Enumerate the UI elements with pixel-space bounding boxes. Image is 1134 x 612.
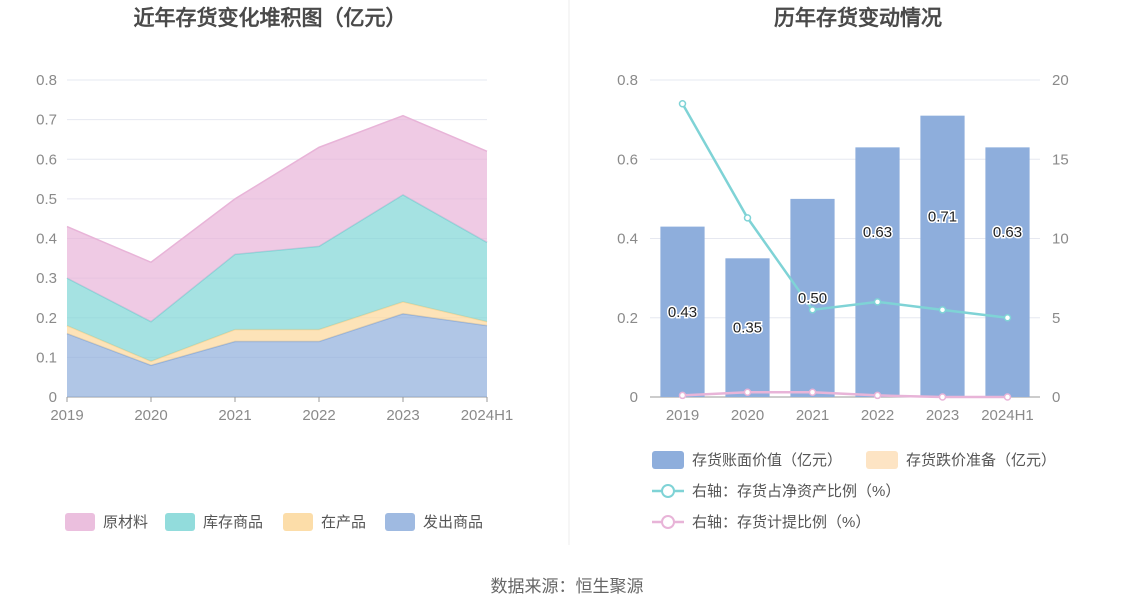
left-y-tick-label: 0 <box>49 389 57 406</box>
right-x-tick-label: 2024H1 <box>981 407 1034 424</box>
area-stock <box>67 194 487 362</box>
right-y2-tick-label: 10 <box>1052 231 1069 248</box>
bar-value-label: 0.63 <box>863 224 892 241</box>
bar-book-value <box>920 115 965 397</box>
left-x-tick-label: 2023 <box>386 407 419 424</box>
left-y-tick-label: 0.3 <box>36 270 57 287</box>
right-x-tick-label: 2021 <box>796 407 829 424</box>
left-y-axis: 0 0.1 0.2 0.3 0.4 0.5 0.6 0.7 0.8 <box>36 72 57 406</box>
point-line_net <box>678 100 687 108</box>
legend-label-wip: 在产品 <box>321 514 366 531</box>
legend-label-line_prov: 右轴：存货计提比例（%） <box>692 514 870 531</box>
line-line_net <box>681 103 1008 319</box>
bar-book-value <box>790 198 835 397</box>
legend-label-stock: 库存商品 <box>203 514 263 531</box>
right-y-tick-label: 0.4 <box>617 231 638 248</box>
left-y-tick-label: 0.2 <box>36 310 57 327</box>
right-x-tick-label: 2023 <box>926 407 959 424</box>
right-x-tick-label: 2022 <box>861 407 894 424</box>
area-raw <box>67 115 487 322</box>
right-legend: 存货账面价值（亿元） 存货跌价准备（亿元） 右轴：存货占净资产比例（%） 右轴：存货计… <box>652 451 1056 531</box>
line-line_prov <box>682 390 1008 399</box>
bar-value-label: 0.35 <box>733 320 762 337</box>
left-x-tick-label: 2022 <box>302 407 335 424</box>
left-legend: 原材料 库存商品 在产品 发出商品 <box>65 513 483 531</box>
right-y2-tick-label: 20 <box>1052 72 1069 89</box>
left-y-tick-label: 0.4 <box>36 231 57 248</box>
right-bar-labels: 0.43 0.35 0.50 0.63 0.71 0.63 <box>666 207 1023 338</box>
right-y-tick-label: 0.8 <box>617 72 638 89</box>
bar-book-value <box>725 258 770 397</box>
point-line_prov <box>808 388 817 396</box>
point-line_prov <box>1003 393 1012 401</box>
bar-book-value <box>985 147 1030 397</box>
bar-value-label: 0.50 <box>798 290 827 307</box>
legend-swatch-raw <box>65 513 95 531</box>
bar-line-chart: 历年存货变动情况 0 0.2 0.4 0.6 0.8 0 5 10 15 20 2019 2020… <box>617 6 1069 531</box>
right-y-tick-label: 0.6 <box>617 151 638 168</box>
left-y-tick-label: 0.5 <box>36 191 57 208</box>
legend-label-bar_reserve: 存货跌价准备（亿元） <box>906 452 1056 469</box>
point-line_net <box>743 214 752 222</box>
left-x-tick-label: 2024H1 <box>461 407 514 424</box>
legend-swatch-bar_reserve <box>866 451 898 469</box>
right-y-axis-left: 0 0.2 0.4 0.6 0.8 <box>617 72 638 406</box>
left-y-tick-label: 0.1 <box>36 349 57 366</box>
right-y2-tick-label: 5 <box>1052 310 1060 327</box>
right-lines <box>678 100 1012 401</box>
area-wip <box>67 301 487 366</box>
area-edge-raw <box>66 114 488 264</box>
right-x-tick-label: 2020 <box>731 407 764 424</box>
legend-marker-line_net <box>661 484 675 498</box>
right-chart-title: 历年存货变动情况 <box>774 6 942 30</box>
area-shipped <box>67 313 487 397</box>
point-line_prov <box>678 391 687 400</box>
bar-value-label: 0.43 <box>668 304 697 321</box>
right-x-tick-label: 2019 <box>666 407 699 424</box>
left-x-tick-label: 2019 <box>50 407 83 424</box>
data-source: 数据来源：恒生聚源 <box>491 577 644 596</box>
right-y-tick-label: 0 <box>630 389 638 406</box>
point-line_net <box>873 298 882 306</box>
bar-value-label: 0.63 <box>993 224 1022 241</box>
right-x-axis: 2019 2020 2021 2022 2023 2024H1 <box>666 407 1034 424</box>
point-line_net <box>1003 314 1012 322</box>
legend-swatch-wip <box>283 513 313 531</box>
right-y2-tick-label: 15 <box>1052 151 1069 168</box>
bar-book-value <box>660 226 705 397</box>
right-y-axis-right: 0 5 10 15 20 <box>1052 72 1069 406</box>
legend-swatch-shipped <box>385 513 415 531</box>
point-line_net <box>938 306 947 314</box>
stacked-area-chart: 近年存货变化堆积图（亿元） 00.10.20.30.40.50.60.70.8 … <box>36 6 513 531</box>
legend-swatch-stock <box>165 513 195 531</box>
right-y-tick-label: 0.2 <box>617 310 638 327</box>
point-line_prov <box>743 388 752 396</box>
left-y-tick-label: 0.7 <box>36 112 57 129</box>
legend-label-raw: 原材料 <box>103 514 148 531</box>
left-y-tick-label: 0.6 <box>36 151 57 168</box>
legend-marker-line_prov <box>661 515 675 529</box>
legend-label-shipped: 发出商品 <box>423 514 483 531</box>
right-grid <box>650 79 1040 398</box>
right-bars <box>660 115 1030 397</box>
legend-label-bar_book: 存货账面价值（亿元） <box>692 452 842 469</box>
left-x-tick-label: 2020 <box>134 407 167 424</box>
legend-label-line_net: 右轴：存货占净资产比例（%） <box>692 483 900 500</box>
right-y2-tick-label: 0 <box>1052 389 1060 406</box>
legend-swatch-bar_book <box>652 451 684 469</box>
left-areas <box>66 114 488 397</box>
left-chart-title: 近年存货变化堆积图（亿元） <box>134 6 407 30</box>
left-x-axis: 2019 2020 2021 2022 2023 2024H1 <box>50 397 513 424</box>
point-line_prov <box>938 393 947 401</box>
left-y-tick-label: 0.8 <box>36 72 57 89</box>
bar-book-value <box>855 147 900 397</box>
bar-value-label: 0.71 <box>928 208 957 225</box>
point-line_net <box>808 306 817 314</box>
point-line_prov <box>873 391 882 400</box>
left-x-tick-label: 2021 <box>218 407 251 424</box>
